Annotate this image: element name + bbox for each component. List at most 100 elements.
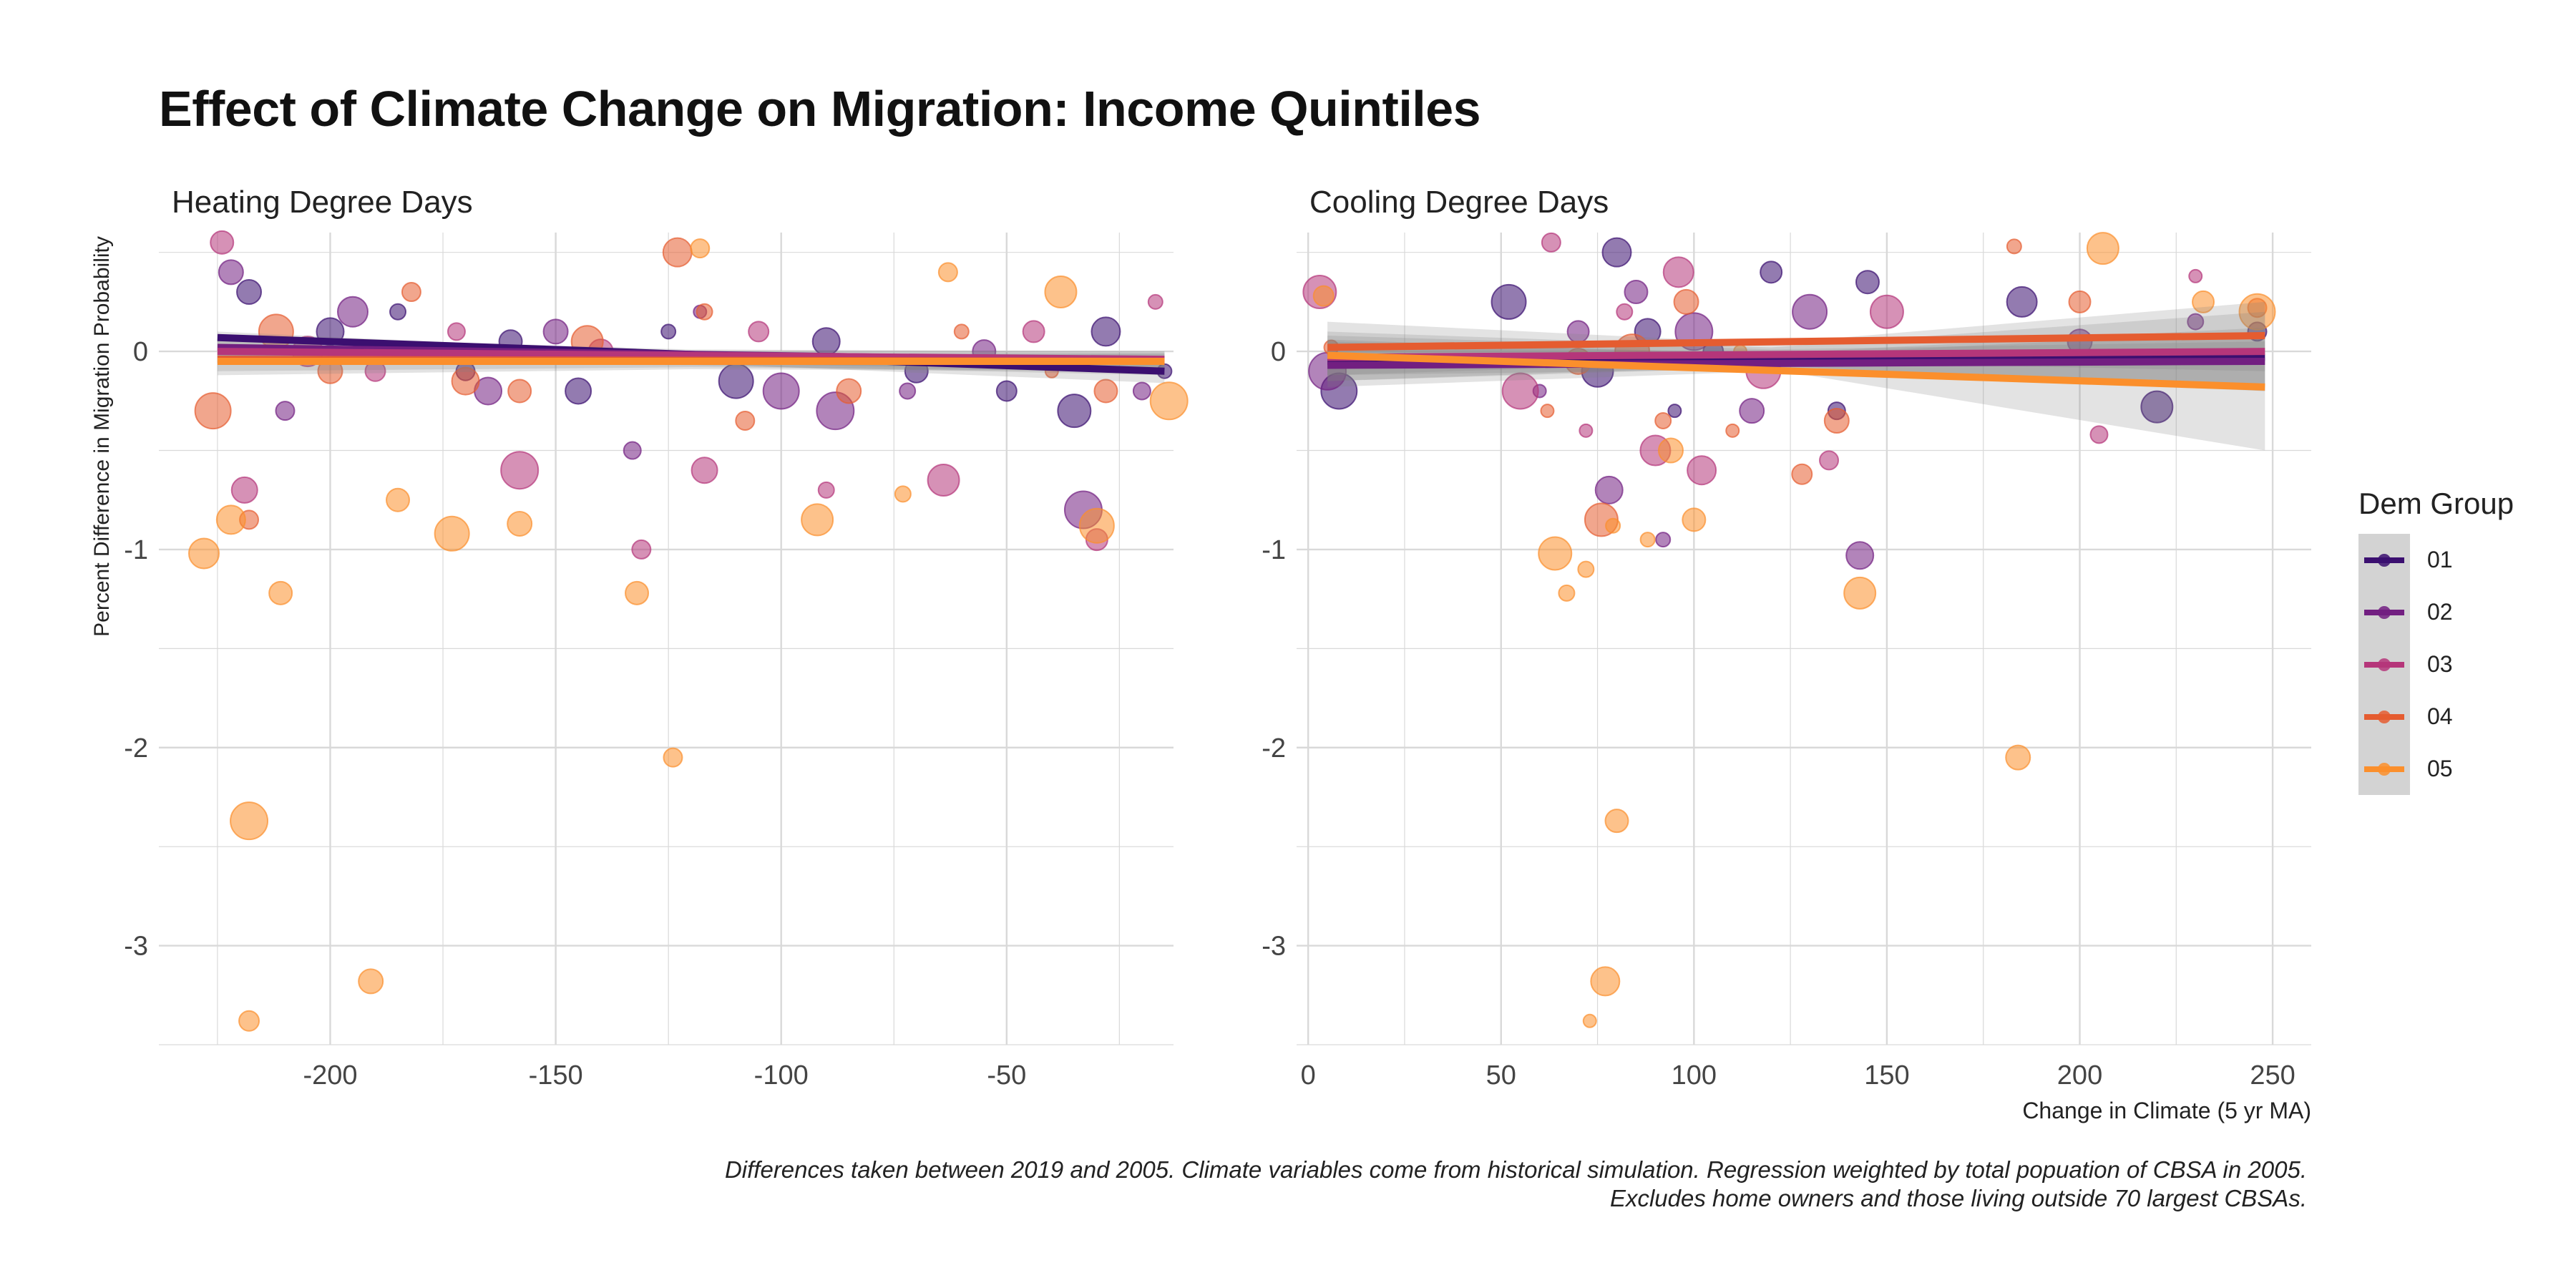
data-point-04 bbox=[2006, 238, 2022, 255]
data-point-01 bbox=[2006, 286, 2038, 318]
data-point-05 bbox=[268, 580, 293, 605]
data-point-01 bbox=[565, 377, 592, 405]
data-point-03 bbox=[1819, 450, 1840, 471]
data-point-03 bbox=[927, 464, 960, 497]
data-point-03 bbox=[1687, 455, 1717, 486]
x-tick-label: -100 bbox=[754, 1060, 809, 1091]
fit-line-03 bbox=[1327, 348, 2265, 361]
legend-label: 03 bbox=[2427, 651, 2453, 677]
data-point-05 bbox=[2238, 293, 2276, 331]
data-point-01 bbox=[236, 279, 263, 306]
data-point-05 bbox=[215, 504, 246, 535]
data-point-05 bbox=[1657, 437, 1684, 464]
data-point-04 bbox=[662, 237, 693, 268]
data-point-04 bbox=[507, 379, 532, 404]
data-point-01 bbox=[1057, 394, 1092, 429]
data-point-02 bbox=[218, 259, 244, 286]
data-point-05 bbox=[2005, 744, 2031, 771]
legend-swatch bbox=[2358, 638, 2410, 691]
legend-label: 02 bbox=[2427, 599, 2453, 625]
panel-title: Heating Degree Days bbox=[172, 185, 473, 220]
legend-item-04: 04 bbox=[2358, 691, 2514, 743]
data-point-01 bbox=[660, 323, 677, 340]
data-point-05 bbox=[1582, 1013, 1597, 1028]
chart-title: Effect of Climate Change on Migration: I… bbox=[159, 81, 1481, 137]
data-point-05 bbox=[1682, 507, 1707, 532]
data-point-05 bbox=[507, 510, 533, 537]
y-tick-label: -2 bbox=[1262, 733, 1286, 763]
data-point-04 bbox=[2068, 290, 2092, 313]
caption-line-2: Excludes home owners and those living ou… bbox=[1609, 1185, 2307, 1211]
data-point-05 bbox=[801, 503, 834, 537]
data-point-05 bbox=[1078, 507, 1115, 544]
data-point-05 bbox=[1590, 966, 1621, 997]
data-point-03 bbox=[1869, 294, 1904, 329]
data-point-04 bbox=[194, 392, 232, 430]
data-point-05 bbox=[894, 485, 912, 503]
data-point-03 bbox=[1662, 256, 1694, 288]
data-point-02 bbox=[1655, 532, 1672, 548]
legend-swatch bbox=[2358, 691, 2410, 743]
data-point-05 bbox=[625, 580, 650, 605]
legend: Dem Group 01 02 03 04 05 bbox=[2358, 487, 2514, 795]
x-tick-label: 200 bbox=[2057, 1060, 2102, 1091]
data-point-03 bbox=[748, 321, 770, 343]
data-point-05 bbox=[386, 487, 411, 512]
caption: Differences taken between 2019 and 2005.… bbox=[725, 1156, 2307, 1213]
legend-item-02: 02 bbox=[2358, 586, 2514, 638]
y-tick-label: -1 bbox=[1262, 535, 1286, 565]
data-point-01 bbox=[1760, 260, 1783, 284]
data-point-05 bbox=[1149, 381, 1189, 421]
legend-swatch bbox=[2358, 743, 2410, 795]
data-point-02 bbox=[1845, 541, 1875, 570]
caption-line-1: Differences taken between 2019 and 2005.… bbox=[724, 1156, 2307, 1183]
x-tick-label: 150 bbox=[1864, 1060, 1909, 1091]
data-point-02 bbox=[2187, 313, 2205, 331]
data-point-05 bbox=[1538, 536, 1573, 571]
data-point-04 bbox=[1823, 407, 1850, 434]
data-point-02 bbox=[1792, 293, 1828, 330]
data-point-03 bbox=[817, 481, 835, 499]
data-point-05 bbox=[1044, 275, 1078, 309]
data-point-05 bbox=[1312, 285, 1335, 307]
data-point-03 bbox=[1541, 232, 1561, 253]
x-tick-label: 100 bbox=[1672, 1060, 1717, 1091]
data-point-01 bbox=[1667, 404, 1682, 419]
fit-line-02 bbox=[1327, 357, 2265, 369]
data-point-02 bbox=[275, 401, 296, 421]
data-point-01 bbox=[1855, 270, 1880, 295]
x-tick-label: -50 bbox=[987, 1060, 1026, 1091]
data-point-05 bbox=[1558, 584, 1576, 602]
data-point-01 bbox=[389, 303, 407, 321]
data-point-03 bbox=[230, 476, 258, 504]
data-point-02 bbox=[1739, 398, 1765, 424]
data-point-04 bbox=[1791, 463, 1813, 485]
y-tick-label: -3 bbox=[1262, 932, 1286, 962]
legend-label: 04 bbox=[2427, 703, 2453, 729]
legend-item-05: 05 bbox=[2358, 743, 2514, 795]
data-point-04 bbox=[735, 410, 756, 431]
data-point-03 bbox=[210, 230, 235, 255]
data-point-03 bbox=[1147, 293, 1163, 310]
data-point-03 bbox=[500, 451, 540, 490]
panel-1: Heating Degree Days -200 -150 -100 -50 0 -1 -2 -… bbox=[124, 185, 1189, 1091]
data-point-02 bbox=[623, 441, 642, 460]
y-axis-label: Percent Difference in Migration Probabil… bbox=[90, 236, 114, 637]
panel-2: Cooling Degree Days 0 50 100 150 200 250 0 -1 -2 -… bbox=[1262, 185, 2311, 1091]
data-point-05 bbox=[1577, 560, 1595, 578]
fit-line-04 bbox=[1327, 331, 2265, 351]
data-point-04 bbox=[451, 366, 480, 396]
data-point-02 bbox=[1594, 475, 1624, 504]
data-point-04 bbox=[836, 378, 862, 404]
data-point-03 bbox=[2188, 268, 2203, 283]
data-point-03 bbox=[1022, 320, 1045, 343]
data-point-05 bbox=[1605, 517, 1621, 534]
data-point-05 bbox=[358, 968, 384, 995]
legend-item-01: 01 bbox=[2358, 534, 2514, 586]
data-point-03 bbox=[691, 457, 718, 484]
y-tick-label: -2 bbox=[124, 733, 148, 763]
legend-dot bbox=[2378, 763, 2391, 776]
data-point-04 bbox=[1725, 423, 1740, 438]
data-point-04 bbox=[401, 282, 421, 303]
legend-swatch bbox=[2358, 534, 2410, 586]
